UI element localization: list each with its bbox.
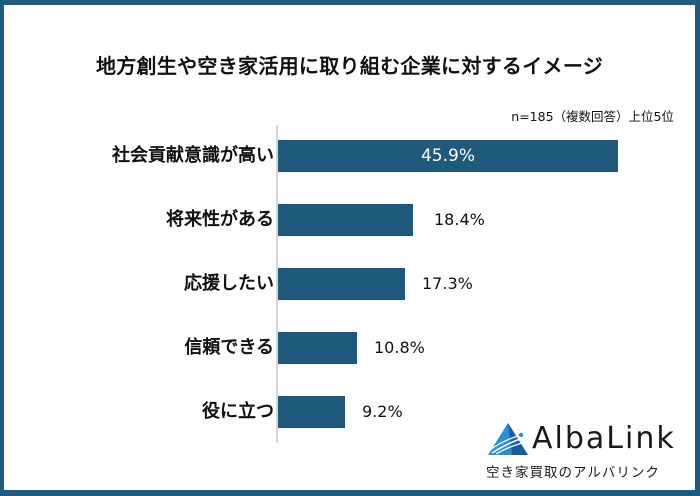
bar [278,396,345,428]
bar-row: 信頼できる 10.8% [4,332,700,364]
brand-name: AlbaLink [532,421,676,456]
y-axis-line [276,125,278,443]
albalink-triangle-icon [488,423,528,455]
sample-note: n=185（複数回答）上位5位 [511,109,674,124]
category-label: 信頼できる [184,337,274,358]
value-label: 18.4% [434,210,485,229]
bar-row: 役に立つ 9.2% [4,396,700,428]
bar [278,268,405,300]
bar [278,140,618,172]
category-label: 社会貢献意識が高い [112,145,274,166]
category-label: 役に立つ [202,401,274,422]
bar [278,332,357,364]
albalink-logo: AlbaLink 空き家買取のアルバリンク [486,421,686,483]
category-label: 将来性がある [166,209,274,230]
bar-row: 応援したい 17.3% [4,268,700,300]
bar-row: 将来性がある 18.4% [4,204,700,236]
category-label: 応援したい [184,273,274,294]
bar-row: 社会貢献意識が高い 45.9% [4,140,700,172]
value-label: 45.9% [420,146,475,166]
brand-tagline: 空き家買取のアルバリンク [486,465,660,481]
value-label: 9.2% [362,402,403,421]
chart-title: 地方創生や空き家活用に取り組む企業に対するイメージ [95,54,604,78]
value-label: 17.3% [422,274,473,293]
value-label: 10.8% [374,338,425,357]
bar [278,204,413,236]
